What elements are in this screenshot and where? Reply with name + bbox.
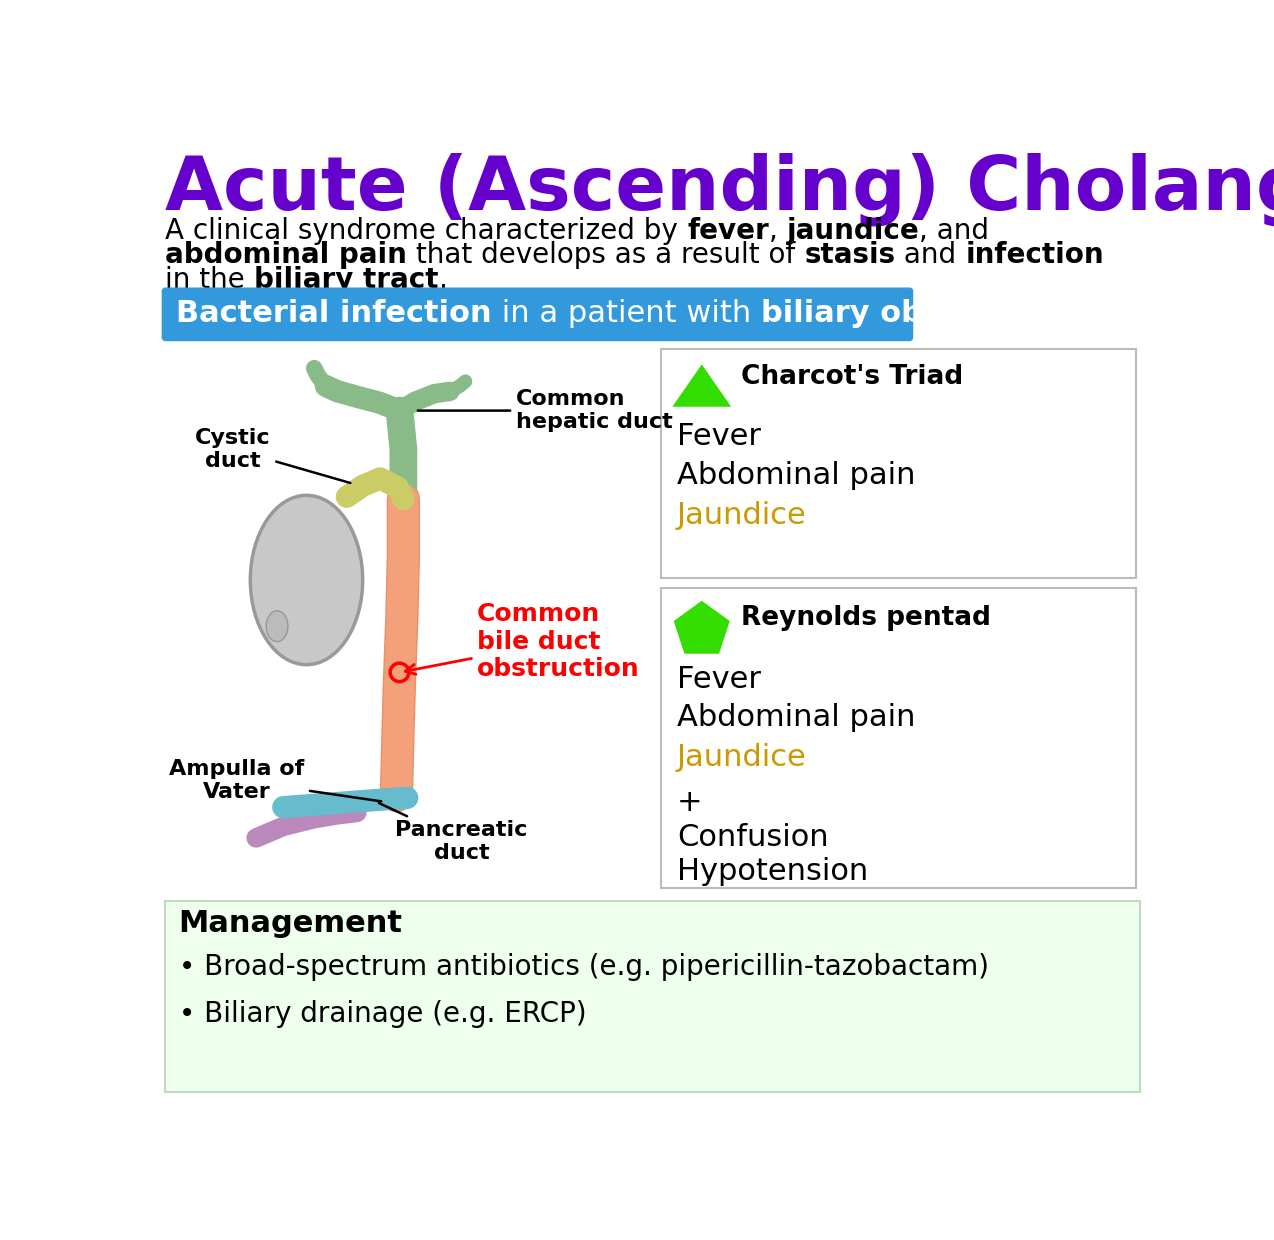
Text: Charcot's Triad: Charcot's Triad xyxy=(740,365,963,391)
FancyBboxPatch shape xyxy=(166,901,1140,1092)
Text: fever: fever xyxy=(687,217,768,244)
Text: and: and xyxy=(896,242,966,269)
Text: Common
hepatic duct: Common hepatic duct xyxy=(418,389,673,433)
Text: that develops as a result of: that develops as a result of xyxy=(408,242,804,269)
Text: in a patient with: in a patient with xyxy=(492,299,761,327)
FancyBboxPatch shape xyxy=(661,348,1135,578)
Text: Fever: Fever xyxy=(676,665,761,693)
Text: Management: Management xyxy=(178,909,403,937)
Text: infection: infection xyxy=(966,242,1105,269)
Text: A clinical syndrome characterized by: A clinical syndrome characterized by xyxy=(166,217,687,244)
Text: Fever: Fever xyxy=(676,422,761,451)
Polygon shape xyxy=(673,365,731,407)
Text: in the: in the xyxy=(166,265,254,294)
Text: Jaundice: Jaundice xyxy=(676,743,806,773)
Text: Jaundice: Jaundice xyxy=(676,501,806,531)
Text: • Biliary drainage (e.g. ERCP): • Biliary drainage (e.g. ERCP) xyxy=(178,999,586,1028)
Text: , and: , and xyxy=(920,217,990,244)
Ellipse shape xyxy=(250,495,363,665)
Text: Abdominal pain: Abdominal pain xyxy=(676,703,916,732)
Text: Pancreatic
duct: Pancreatic duct xyxy=(378,804,527,863)
Text: biliary obstruction: biliary obstruction xyxy=(761,299,1078,327)
Text: .: . xyxy=(438,265,447,294)
Text: stasis: stasis xyxy=(804,242,896,269)
Text: Common
bile duct
obstruction: Common bile duct obstruction xyxy=(405,601,640,682)
FancyBboxPatch shape xyxy=(661,588,1135,888)
Text: jaundice: jaundice xyxy=(786,217,920,244)
Text: • Broad-spectrum antibiotics (e.g. pipericillin-tazobactam): • Broad-spectrum antibiotics (e.g. piper… xyxy=(178,954,989,981)
Text: ,: , xyxy=(768,217,786,244)
Ellipse shape xyxy=(266,611,288,641)
Text: Confusion: Confusion xyxy=(676,822,828,852)
Text: Hypotension: Hypotension xyxy=(676,857,868,887)
Polygon shape xyxy=(674,601,730,653)
Text: Acute (Ascending) Cholangitis: Acute (Ascending) Cholangitis xyxy=(166,153,1274,226)
Text: Bacterial infection: Bacterial infection xyxy=(176,299,492,327)
Text: biliary tract: biliary tract xyxy=(254,265,438,294)
FancyBboxPatch shape xyxy=(162,288,912,341)
Text: +: + xyxy=(676,787,702,817)
Text: Reynolds pentad: Reynolds pentad xyxy=(740,605,990,631)
Text: abdominal pain: abdominal pain xyxy=(166,242,408,269)
Text: Ampulla of
Vater: Ampulla of Vater xyxy=(169,759,381,802)
Text: Abdominal pain: Abdominal pain xyxy=(676,460,916,490)
Text: Cystic
duct: Cystic duct xyxy=(195,428,350,484)
